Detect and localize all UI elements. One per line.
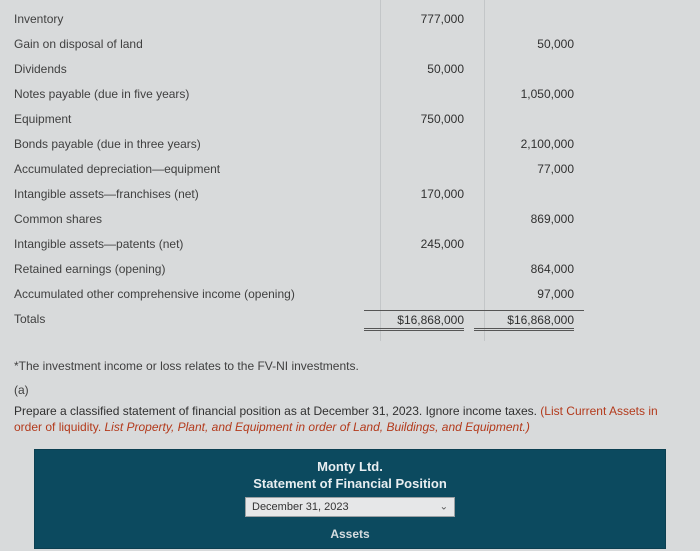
question-prompt: Prepare a classified statement of financ… [14, 403, 686, 435]
totals-debit: $16,868,000 [364, 310, 474, 327]
credit-cell: 77,000 [474, 162, 584, 176]
account-label: Common shares [14, 212, 364, 226]
table-row: Intangible assets—patents (net)245,000 [14, 231, 686, 256]
table-row: Dividends50,000 [14, 56, 686, 81]
credit-cell: 864,000 [474, 262, 584, 276]
table-row: Intangible assets—franchises (net)170,00… [14, 181, 686, 206]
prompt-text: Prepare a classified statement of financ… [14, 404, 540, 418]
account-label: Accumulated other comprehensive income (… [14, 287, 364, 301]
table-row: Accumulated other comprehensive income (… [14, 281, 686, 306]
answer-panel: Monty Ltd. Statement of Financial Positi… [34, 449, 666, 549]
account-label: Gain on disposal of land [14, 37, 364, 51]
account-label: Equipment [14, 112, 364, 126]
account-label: Intangible assets—patents (net) [14, 237, 364, 251]
table-row: Gain on disposal of land 50,000 [14, 31, 686, 56]
account-label: Notes payable (due in five years) [14, 87, 364, 101]
table-row: Equipment750,000 [14, 106, 686, 131]
chevron-down-icon: ⌄ [440, 502, 448, 513]
statement-title: Statement of Financial Position [34, 476, 666, 491]
table-row: Retained earnings (opening) 864,000 [14, 256, 686, 281]
totals-label: Totals [14, 312, 364, 326]
account-label: Bonds payable (due in three years) [14, 137, 364, 151]
credit-cell: 97,000 [474, 287, 584, 301]
credit-cell: 2,100,000 [474, 137, 584, 151]
footnote-text: *The investment income or loss relates t… [14, 359, 686, 373]
table-row: Notes payable (due in five years) 1,050,0… [14, 81, 686, 106]
table-row: Accumulated depreciation—equipment 77,000 [14, 156, 686, 181]
trial-balance-table: Inventory777,000Gain on disposal of land… [0, 0, 700, 549]
credit-cell: 50,000 [474, 37, 584, 51]
part-label: (a) [14, 383, 686, 397]
prompt-instruction-2: List Property, Plant, and Equipment in o… [105, 420, 530, 434]
totals-credit: $16,868,000 [474, 310, 584, 327]
company-name: Monty Ltd. [34, 459, 666, 474]
account-label: Retained earnings (opening) [14, 262, 364, 276]
date-value: December 31, 2023 [252, 501, 349, 513]
account-label: Dividends [14, 62, 364, 76]
credit-cell: 869,000 [474, 212, 584, 226]
table-row: Inventory777,000 [14, 6, 686, 31]
table-row: Bonds payable (due in three years) 2,100,… [14, 131, 686, 156]
account-label: Inventory [14, 12, 364, 26]
credit-cell: 1,050,000 [474, 87, 584, 101]
account-label: Intangible assets—franchises (net) [14, 187, 364, 201]
section-heading: Assets [34, 527, 666, 541]
account-label: Accumulated depreciation—equipment [14, 162, 364, 176]
table-row: Common shares 869,000 [14, 206, 686, 231]
totals-row: Totals $16,868,000 $16,868,000 [14, 306, 686, 331]
date-dropdown[interactable]: December 31, 2023 ⌄ [245, 497, 455, 517]
